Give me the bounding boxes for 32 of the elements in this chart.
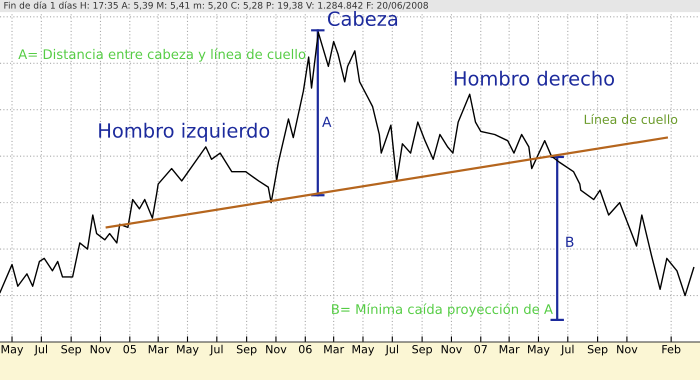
x-tick-label: 06 — [298, 344, 312, 354]
x-tick-label: May — [352, 345, 374, 356]
x-tick-label: May — [177, 345, 199, 356]
x-tick-label: 07 — [474, 344, 487, 354]
x-tick-label: 05 — [123, 344, 136, 354]
annotation: Hombro izquierdo — [99, 122, 270, 142]
x-tick-label: Feb — [662, 344, 680, 354]
annotation: B= Mínima caída proyección de A — [332, 303, 553, 317]
x-tick-label: Mar — [148, 345, 169, 354]
annotation: A — [322, 116, 332, 127]
x-tick-label: May — [2, 345, 24, 356]
x-tick-label: Jul — [385, 344, 398, 356]
annotation: B — [566, 236, 574, 247]
x-tick-label: Nov — [90, 345, 111, 354]
x-tick-label: Mar — [500, 345, 520, 354]
series-label: Línea de cuello — [584, 114, 678, 124]
x-tick-label: Mar — [324, 345, 344, 354]
text: Cabeza — [328, 10, 398, 26]
x-tick-label: Jul — [560, 344, 574, 356]
x-tick-label: Sep — [61, 344, 82, 356]
annotation: Hombro derecho — [454, 70, 614, 86]
x-tick-label: Jul — [210, 344, 222, 356]
x-tick-label: Nov — [442, 345, 462, 354]
x-tick-label: Sep — [588, 344, 608, 356]
x-tick-label: May — [528, 345, 550, 356]
x-tick-label: Jul — [34, 344, 48, 356]
chart-title: Fin de día 1 días H: 17:35 A: 5,39 M: 5,41 m: 5,20 C: 5,28 P: 19,38 V: 1.284.842 F: 20/06/2008 — [4, 1, 428, 10]
annotation: A= Distancia entre cabeza y línea de cuello — [18, 48, 306, 62]
x-tick-label: Nov — [617, 345, 638, 354]
x-tick-label: Sep — [412, 344, 432, 356]
x-tick-label: Nov — [266, 345, 286, 354]
x-tick-label: Sep — [236, 344, 256, 356]
